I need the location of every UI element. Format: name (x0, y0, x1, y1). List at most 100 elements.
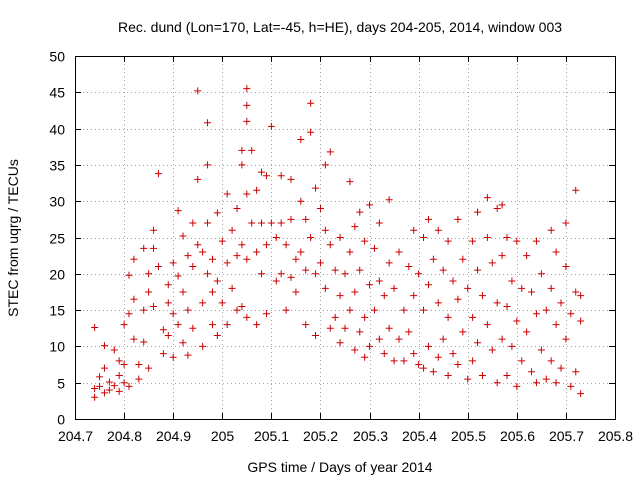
data-point (444, 313, 452, 321)
data-point (528, 368, 536, 376)
data-point (562, 263, 570, 271)
data-point (120, 379, 128, 387)
data-point (208, 288, 216, 296)
data-point (410, 292, 418, 300)
data-point (326, 241, 334, 249)
data-point (547, 357, 555, 365)
x-tick-label: 205.8 (598, 428, 633, 444)
data-point (164, 299, 172, 307)
data-point (223, 259, 231, 267)
data-point (370, 306, 378, 314)
data-point (351, 223, 359, 231)
data-point (100, 342, 108, 350)
data-point (213, 277, 221, 285)
data-point (115, 371, 123, 379)
data-point (223, 190, 231, 198)
data-point (503, 302, 511, 310)
data-point (464, 284, 472, 292)
y-tick-label: 50 (49, 49, 65, 65)
data-point (277, 219, 285, 227)
data-point (208, 321, 216, 329)
data-point (434, 353, 442, 361)
data-point (248, 219, 256, 227)
data-point (444, 237, 452, 245)
data-point (316, 204, 324, 212)
data-point (238, 161, 246, 169)
data-point (336, 234, 344, 241)
x-tick-label: 204.9 (156, 428, 191, 444)
data-point (110, 382, 118, 390)
data-point (474, 339, 482, 347)
data-point (189, 219, 197, 227)
data-point (307, 99, 315, 107)
data-point (287, 273, 295, 281)
data-point (356, 266, 364, 274)
data-point (537, 346, 545, 354)
data-point (125, 271, 133, 279)
data-points (91, 85, 585, 401)
data-point (145, 364, 153, 372)
data-point (420, 306, 428, 314)
data-point (262, 172, 270, 180)
data-point (552, 321, 560, 329)
data-point (130, 335, 138, 343)
data-point (199, 248, 207, 256)
data-point (439, 266, 447, 274)
data-point (366, 342, 374, 350)
data-point (135, 375, 143, 383)
data-point (194, 87, 202, 95)
data-point (282, 306, 290, 314)
x-tick-label: 205.7 (549, 428, 584, 444)
data-point (380, 350, 388, 358)
data-point (390, 284, 398, 292)
data-point (174, 321, 182, 329)
data-point (537, 270, 545, 278)
data-point (459, 328, 467, 336)
data-point (159, 350, 167, 358)
data-point (145, 288, 153, 296)
data-point (258, 219, 266, 227)
x-tick-label: 205.6 (500, 428, 535, 444)
data-point (361, 313, 369, 321)
data-point (572, 186, 580, 194)
data-point (415, 361, 423, 369)
data-point (253, 186, 261, 194)
data-point (91, 385, 99, 393)
data-point (238, 241, 246, 249)
data-point (154, 263, 162, 271)
data-point (253, 321, 261, 329)
data-point (130, 295, 138, 303)
x-tick-label: 205.2 (303, 428, 338, 444)
data-point (410, 350, 418, 358)
data-point (366, 201, 374, 209)
data-point (243, 313, 251, 321)
data-point (243, 101, 251, 109)
y-tick-label: 30 (49, 194, 65, 210)
data-point (243, 190, 251, 198)
data-point (312, 184, 320, 192)
data-point (498, 335, 506, 343)
data-point (493, 204, 501, 212)
data-point (204, 119, 212, 127)
y-tick-label: 15 (49, 303, 65, 319)
data-point (115, 387, 123, 395)
data-point (321, 226, 329, 234)
data-point (184, 351, 192, 359)
data-point (321, 284, 329, 292)
data-point (488, 259, 496, 267)
data-point (159, 326, 167, 334)
data-point (532, 310, 540, 318)
data-point (145, 270, 153, 278)
data-point (483, 234, 491, 241)
y-axis-title: STEC from uqrg / TECUs (5, 159, 21, 317)
data-point (351, 346, 359, 354)
data-point (238, 302, 246, 310)
data-point (503, 234, 511, 241)
data-point (488, 346, 496, 354)
data-point (375, 335, 383, 343)
data-point (228, 284, 236, 292)
data-point (184, 252, 192, 260)
data-point (272, 277, 280, 285)
data-point (164, 332, 172, 340)
